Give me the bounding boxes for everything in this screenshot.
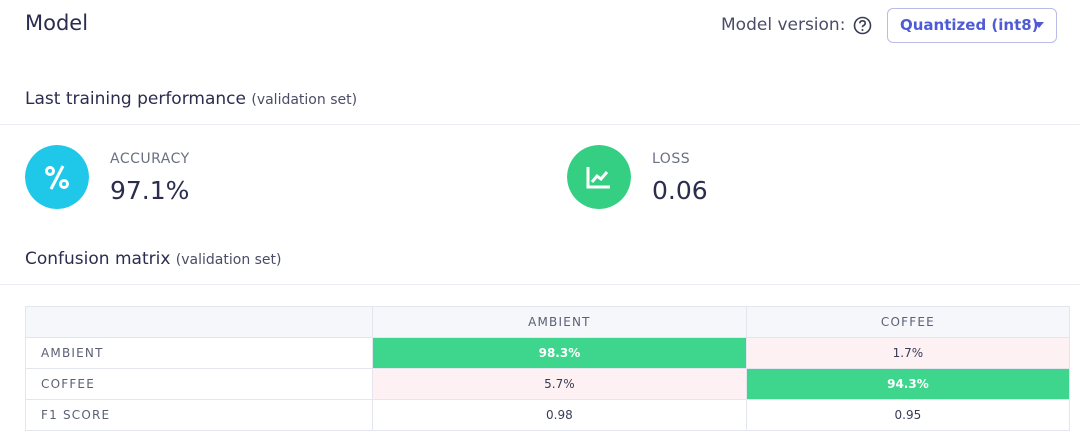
cell: 1.7% [745,337,1071,369]
cell: 0.95 [745,399,1071,431]
row: AMBIENT 98.3% 1.7% [25,337,1071,369]
accuracy-icon [25,145,89,209]
row-header: AMBIENT [25,337,373,369]
column-header: COFFEE [745,306,1071,338]
page-title: Model [25,11,89,35]
section-note: (validation set) [175,252,282,268]
corner-cell [25,306,373,338]
caret [1034,22,1044,28]
version-value: Quantized (int8) [900,16,1039,34]
metric-value: 97.1% [110,176,190,205]
help-icon[interactable] [853,16,872,35]
cell: 0.98 [372,399,747,431]
column-header: AMBIENT [372,306,747,338]
section-heading: Last training performance [25,89,246,109]
row: F1 SCORE 0.98 0.95 [25,399,1071,431]
row-header: COFFEE [25,368,373,400]
header-row: AMBIENT COFFEE [25,306,1071,338]
loss-icon [567,145,631,209]
metric-label: LOSS [652,151,691,167]
section-heading: Confusion matrix [25,249,171,269]
separator [0,124,1080,125]
separator [0,284,1080,285]
cell: 98.3% [372,337,747,369]
confusion-table: AMBIENT COFFEE AMBIENT 98.3% 1.7% COFFEE… [25,306,1071,431]
metric-value: 0.06 [652,176,708,205]
section-title: Last training performance (validation se… [25,89,357,109]
version-label: Model version: [721,15,846,35]
section-title: Confusion matrix (validation set) [25,249,282,269]
cell: 94.3% [745,368,1071,400]
metric-label: ACCURACY [110,151,190,167]
cell: 5.7% [372,368,747,400]
row-header: F1 SCORE [25,399,373,431]
section-note: (validation set) [251,92,358,108]
version-dropdown[interactable]: Quantized (int8) [887,8,1057,43]
row: COFFEE 5.7% 94.3% [25,368,1071,400]
